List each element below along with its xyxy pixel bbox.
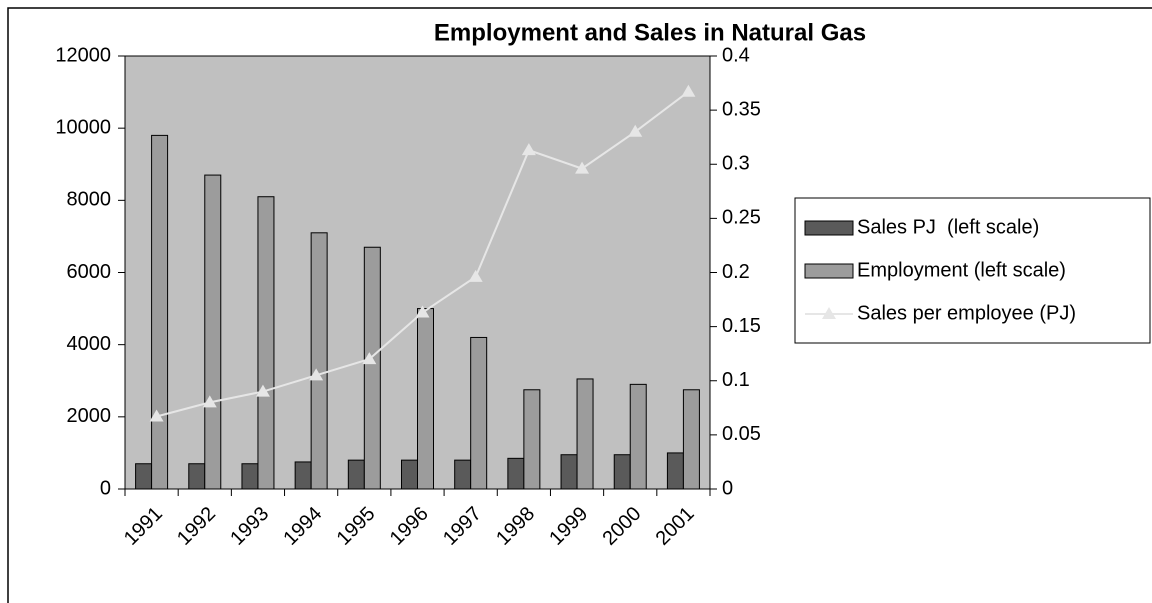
marker [628,124,643,137]
bar [135,463,153,490]
y2-tick-label: 0.2 [722,261,750,283]
bar [294,461,312,490]
bar [363,246,381,490]
bar [613,454,631,490]
bar [576,378,594,490]
bar [188,463,206,490]
marker [681,84,696,97]
x-tick-label: 1992 [173,503,220,550]
y-tick-label: 2000 [67,405,112,427]
y-tick-label: 10000 [55,116,111,138]
x-tick-label: 1996 [386,503,433,550]
y-tick-label: 8000 [67,189,112,211]
bar [454,459,472,490]
x-tick-label: 2000 [598,503,645,550]
marker [575,161,590,174]
bar [257,196,275,490]
bar [470,336,488,490]
y-tick-label: 6000 [67,261,112,283]
x-tick-label: 2001 [652,503,699,550]
bar [347,459,365,490]
bar [151,134,169,490]
marker [149,409,164,422]
y2-tick-label: 0.15 [722,315,761,337]
x-tick-label: 1997 [439,503,486,550]
marker [362,352,377,365]
legend-label: Employment (left scale) [857,259,1066,281]
legend-swatch [804,220,854,236]
bar [310,232,328,490]
bar [666,452,684,490]
y-tick-label: 12000 [55,44,111,66]
x-tick-label: 1995 [333,503,380,550]
y2-tick-label: 0.4 [722,44,750,66]
marker [309,368,324,381]
bar [523,389,541,490]
y2-tick-label: 0.35 [722,98,761,120]
marker [255,384,270,397]
x-tick-label: 1998 [492,503,539,550]
bar [560,454,578,490]
y2-tick-label: 0 [722,477,733,499]
bar [401,459,418,490]
chart-frame [7,7,1152,603]
x-tick-label: 1991 [120,503,167,550]
y2-tick-label: 0.25 [722,207,761,229]
marker [468,269,483,282]
legend-label: Sales PJ (left scale) [857,216,1039,238]
legend-box [794,197,1151,344]
marker [415,305,430,318]
legend-marker [822,307,836,319]
y2-tick-label: 0.05 [722,423,761,445]
x-tick-label: 1993 [226,503,273,550]
y2-tick-label: 0.1 [722,369,750,391]
y-tick-label: 0 [100,477,111,499]
legend-swatch [804,263,854,279]
bar [417,308,434,490]
marker [521,143,536,156]
y-tick-label: 4000 [67,333,112,355]
bar [507,457,525,490]
bar [204,174,222,490]
bar [629,383,647,490]
chart-title: Employment and Sales in Natural Gas [434,19,866,46]
x-tick-label: 1994 [279,503,326,550]
bar [682,389,700,490]
y2-tick-label: 0.3 [722,153,750,175]
legend-label: Sales per employee (PJ) [857,302,1076,324]
bar [241,463,259,490]
x-tick-label: 1999 [545,503,592,550]
marker [202,395,217,408]
